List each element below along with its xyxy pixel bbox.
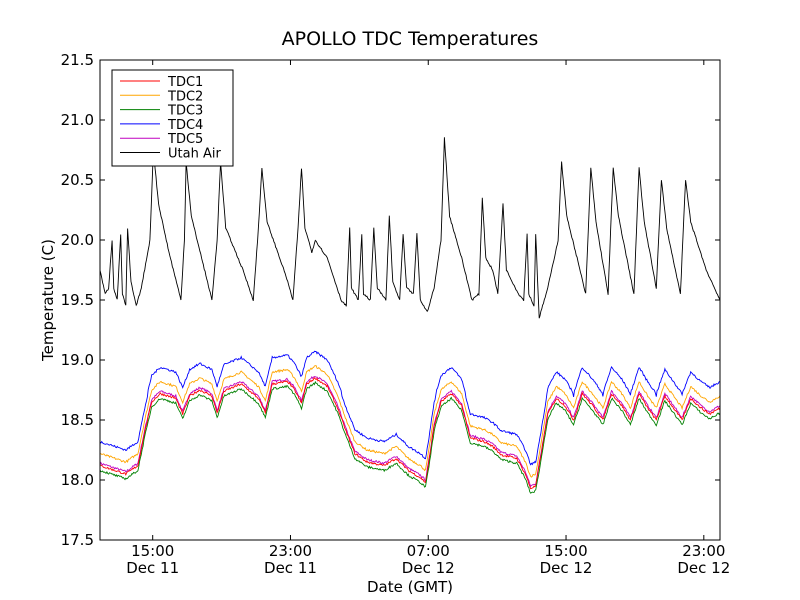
x-tick-label-time: 15:00 [131,542,174,560]
y-tick-label: 19.5 [61,291,94,309]
series-line-utah-air [99,137,721,319]
plot-frame [99,59,721,541]
series-line-tdc5 [99,375,721,488]
x-tick-label-date: Dec 12 [402,559,455,577]
y-axis-label: Temperature (C) [39,239,57,362]
series-line-tdc2 [99,365,721,478]
y-tick-label: 18.5 [61,411,94,429]
legend-label-utah-air: Utah Air [168,147,221,162]
x-tick-label-date: Dec 11 [264,559,317,577]
y-tick-label: 21.5 [61,51,94,69]
y-tick-label: 18.0 [61,471,94,489]
x-tick-label-date: Dec 12 [540,559,593,577]
legend-label-tdc1: TDC1 [167,75,203,90]
y-tick-label: 20.0 [61,231,94,249]
legend-label-tdc3: TDC3 [167,104,203,119]
series-line-tdc1 [99,377,721,490]
y-tick-label: 19.0 [61,351,94,369]
legend-label-tdc4: TDC4 [167,118,203,133]
x-tick-label-date: Dec 11 [126,559,179,577]
x-tick-label-time: 15:00 [544,542,587,560]
legend-label-tdc2: TDC2 [167,89,203,104]
legend-frame [111,69,234,167]
x-tick-label-time: 07:00 [407,542,450,560]
series-line-tdc4 [99,350,721,466]
x-tick-label-time: 23:00 [682,542,725,560]
x-axis-label: Date (GMT) [367,578,453,596]
legend-label-tdc5: TDC5 [167,132,203,147]
chart-title: APOLLO TDC Temperatures [282,28,539,50]
x-tick-label-date: Dec 12 [677,559,730,577]
series-line-tdc3 [99,380,721,494]
y-tick-label: 21.0 [61,111,94,129]
y-tick-label: 20.5 [61,171,94,189]
tick-layer: 17.5 18.0 18.5 19.0 19.5 20.0 20.5 21.0 21.5 15:0… [61,51,731,577]
x-tick-label-time: 23:00 [269,542,312,560]
y-tick-label: 17.5 [61,531,94,549]
series-layer [99,137,721,494]
